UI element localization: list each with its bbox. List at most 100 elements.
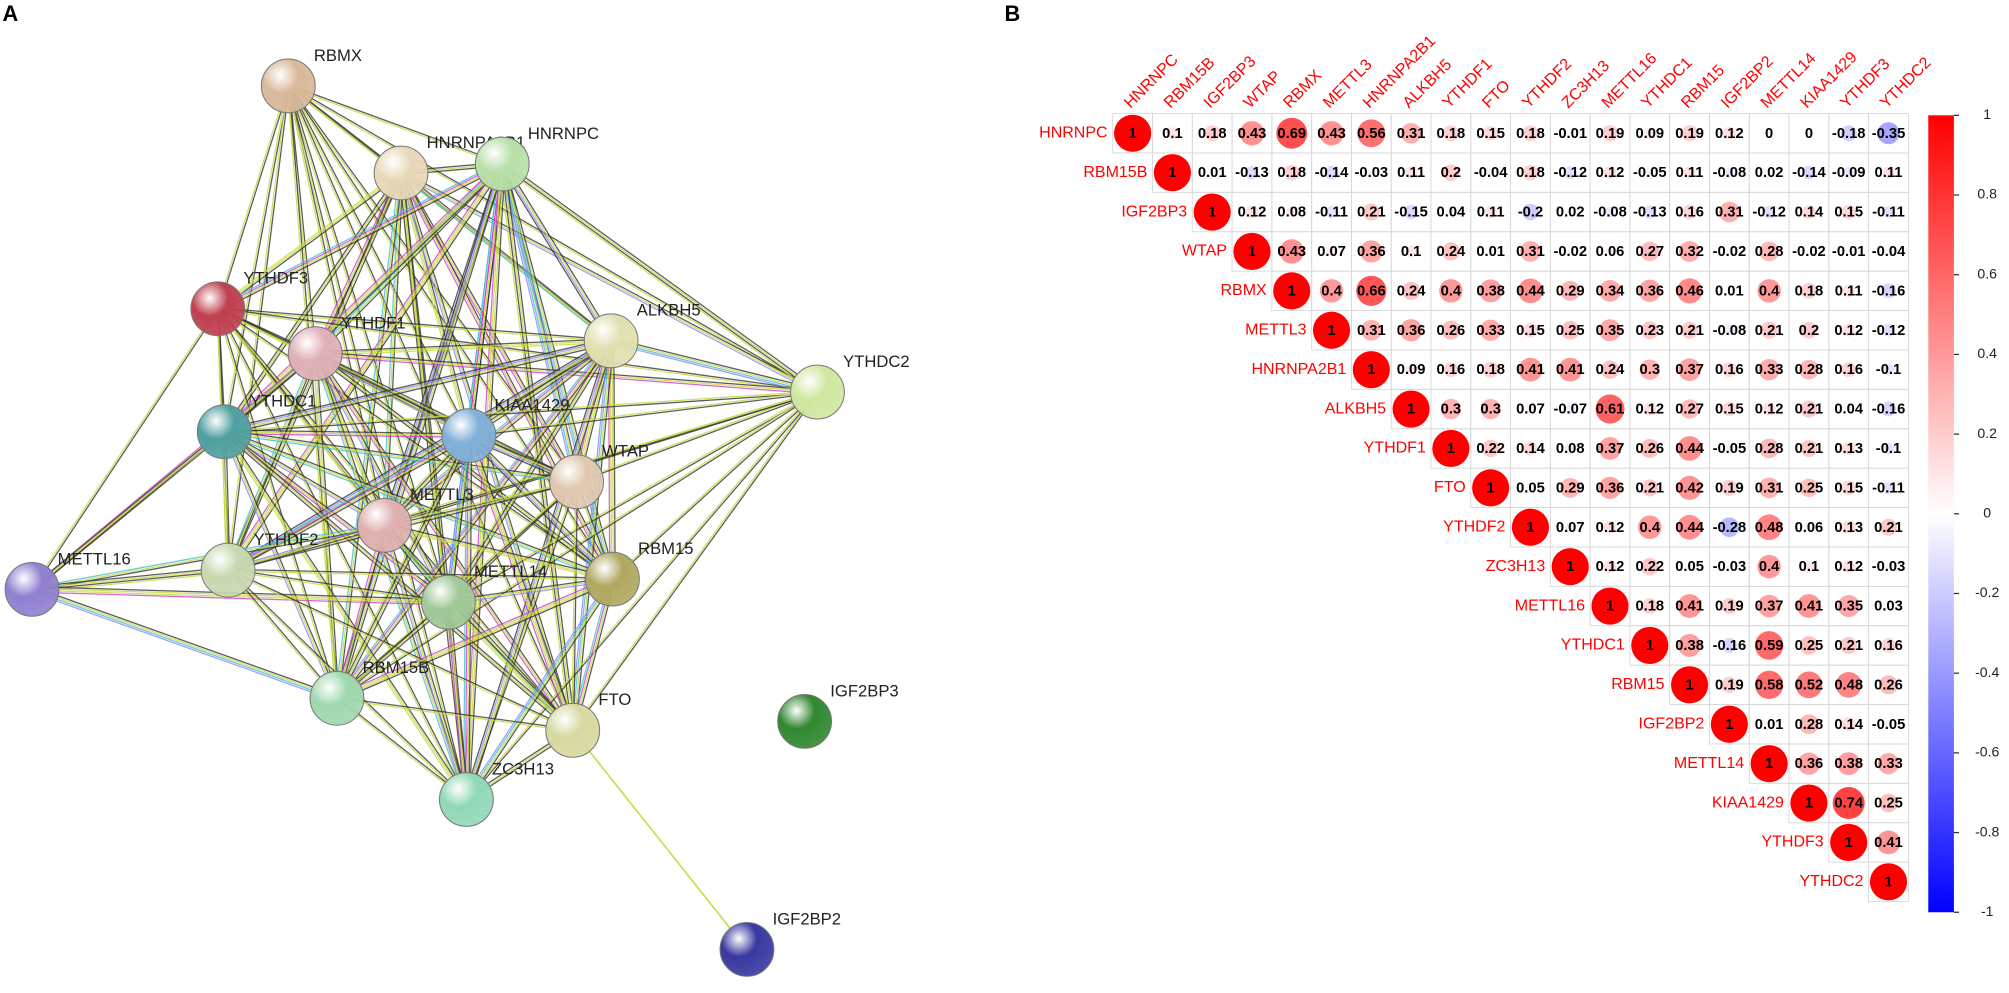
corr-circle: [1677, 514, 1702, 540]
edge: [399, 173, 611, 343]
edge: [32, 432, 226, 592]
corr-circle: [1233, 232, 1271, 271]
edge: [288, 84, 819, 392]
corr-circle: [1842, 284, 1855, 298]
edge: [223, 432, 613, 582]
corr-value: 0.11: [1676, 165, 1704, 181]
corr-circle: [1518, 278, 1543, 304]
edge: [333, 434, 468, 698]
corr-circle: [1641, 598, 1658, 614]
corr-circle: [1245, 165, 1259, 180]
corr-value: 0.42: [1675, 480, 1704, 496]
node: [585, 551, 640, 607]
corr-value: 0.1: [1799, 559, 1819, 575]
edge: [337, 435, 471, 699]
edge: [384, 341, 613, 527]
colorbar-tick-label: 0.8: [1977, 186, 1997, 202]
corr-value: -0.13: [1633, 205, 1667, 221]
edge: [216, 161, 502, 307]
edge: [572, 392, 819, 732]
node: [421, 574, 476, 630]
corr-value: 0.18: [1198, 126, 1227, 142]
corr-circle: [1750, 745, 1788, 783]
corr-circle: [1832, 787, 1865, 820]
corr-circle: [1481, 439, 1500, 458]
node-label: FTO: [598, 690, 631, 709]
corr-value: 1: [1765, 756, 1773, 772]
corr-value: 0.21: [1834, 638, 1863, 654]
corr-value: 1: [1685, 677, 1693, 693]
corr-circle: [1399, 319, 1423, 342]
corr-circle: [1725, 444, 1734, 453]
edge: [223, 431, 613, 580]
corr-value: 0.13: [1834, 441, 1863, 457]
corr-circle: [1551, 548, 1589, 586]
corr-circle: [1525, 404, 1536, 414]
corr-circle: [1756, 514, 1783, 541]
corr-value: -0.1: [1876, 441, 1901, 457]
panel-label: A: [3, 1, 19, 26]
corr-circle: [1790, 784, 1828, 822]
row-label: WTAP: [1182, 243, 1227, 260]
corr-value: 1: [1606, 599, 1614, 615]
node-label: YTHDF1: [341, 314, 406, 333]
corr-value: -0.04: [1474, 165, 1508, 181]
edge: [466, 164, 504, 800]
node: [287, 326, 343, 382]
corr-circle: [1762, 402, 1776, 416]
corr-circle: [1800, 439, 1818, 457]
corr-circle: [1639, 359, 1660, 380]
edge: [223, 431, 385, 526]
node: [441, 408, 497, 464]
edge: [470, 434, 576, 730]
node-label: YTHDC1: [250, 392, 317, 411]
corr-circle: [1884, 720, 1893, 729]
corr-value: -0.35: [1872, 126, 1906, 142]
edge: [398, 173, 466, 800]
edge: [224, 341, 612, 434]
corr-value: 0.05: [1516, 480, 1545, 496]
corr-circle: [1721, 597, 1738, 615]
corr-value: 0.24: [1596, 362, 1625, 378]
corr-circle: [1523, 323, 1538, 338]
corr-value: 0.11: [1835, 283, 1863, 299]
corr-value: -0.16: [1713, 638, 1747, 654]
edge: [466, 392, 819, 801]
node-label: ALKBH5: [637, 301, 701, 320]
corr-value: 0.18: [1516, 126, 1545, 142]
corr-value: 1: [1447, 441, 1455, 457]
corr-circle: [1721, 676, 1738, 693]
edge: [30, 429, 224, 589]
node-label: METTL16: [58, 549, 131, 568]
edges: [30, 84, 820, 950]
corr-circle: [1885, 563, 1892, 570]
edge: [223, 172, 402, 433]
corr-value: 0.1: [1401, 244, 1421, 260]
corr-value: 0.18: [1795, 283, 1824, 299]
corr-circle: [1472, 469, 1510, 507]
edge: [32, 308, 220, 591]
corr-value: 1: [1208, 205, 1216, 221]
corr-circle: [1595, 394, 1625, 424]
corr-value: 0.19: [1715, 480, 1744, 496]
corr-circle: [1603, 166, 1617, 180]
corr-value: -0.05: [1713, 441, 1747, 457]
node: [438, 772, 494, 827]
edge: [287, 86, 503, 166]
corr-circle: [1845, 405, 1853, 413]
corr-value: 0.12: [1635, 402, 1664, 418]
corr-value: -0.09: [1832, 165, 1866, 181]
edge: [338, 342, 614, 701]
corr-value: 0.26: [1635, 441, 1664, 457]
corr-circle: [1193, 193, 1231, 231]
corr-circle: [1842, 560, 1856, 574]
edge: [466, 437, 611, 582]
edge: [222, 432, 572, 733]
colorbar-tick-label: 0.2: [1977, 425, 1997, 441]
edge: [224, 342, 612, 436]
edge: [463, 577, 611, 799]
corr-value: -0.12: [1553, 165, 1587, 181]
corr-value: 0.44: [1675, 520, 1704, 536]
corr-value: 0.28: [1795, 362, 1824, 378]
corr-circle: [1605, 246, 1615, 257]
